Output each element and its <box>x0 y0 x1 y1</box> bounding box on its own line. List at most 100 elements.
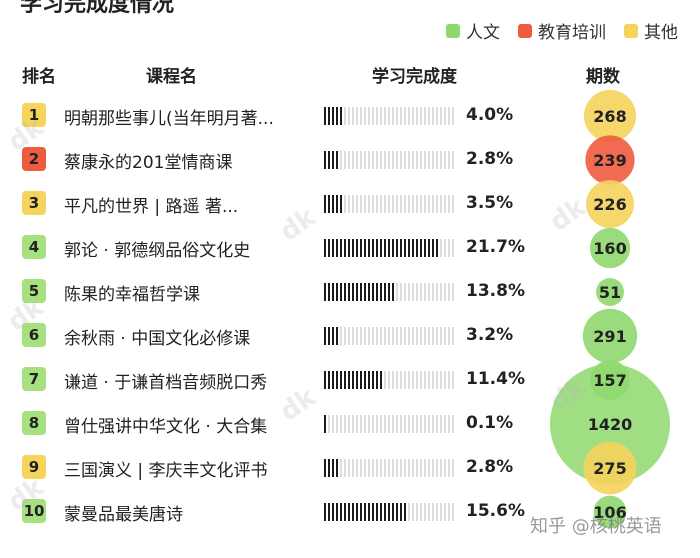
progress-tick <box>356 151 358 169</box>
progress-tick <box>432 283 434 301</box>
progress-tick <box>436 415 438 433</box>
progress-tick <box>352 459 354 477</box>
progress-tick <box>356 459 358 477</box>
progress-tick <box>424 415 426 433</box>
progress-tick <box>380 459 382 477</box>
progress-tick <box>436 151 438 169</box>
progress-tick <box>368 371 370 389</box>
legend-label-humanities: 人文 <box>466 23 500 43</box>
progress-tick <box>416 283 418 301</box>
header-episodes: 期数 <box>586 67 620 87</box>
progress-tick <box>348 371 350 389</box>
progress-tick <box>404 503 406 521</box>
progress-tick <box>440 151 442 169</box>
progress-tick <box>408 371 410 389</box>
progress-tick <box>336 503 338 521</box>
table-row: 6 余秋雨 · 中国文化必修课 3.2% <box>0 314 700 358</box>
progress-tick <box>348 151 350 169</box>
progress-tick <box>436 283 438 301</box>
progress-tick <box>364 327 366 345</box>
header-progress: 学习完成度 <box>372 67 457 87</box>
progress-tick <box>396 503 398 521</box>
legend-swatch-humanities <box>446 23 460 38</box>
progress-tick <box>416 151 418 169</box>
progress-tick <box>360 239 362 257</box>
progress-tick <box>364 459 366 477</box>
progress-tick <box>344 415 346 433</box>
progress-tick <box>380 327 382 345</box>
progress-tick <box>392 239 394 257</box>
progress-tick <box>432 107 434 125</box>
course-name: 明朝那些事儿(当年明月著... <box>64 109 274 129</box>
progress-tick <box>360 327 362 345</box>
rank-badge: 9 <box>22 455 46 479</box>
progress-tick <box>408 239 410 257</box>
progress-tick <box>444 239 446 257</box>
progress-tick <box>420 107 422 125</box>
progress-tick <box>452 371 454 389</box>
progress-tick <box>436 459 438 477</box>
episode-bubble <box>589 227 631 269</box>
progress-tick <box>400 371 402 389</box>
rank-badge: 4 <box>22 235 46 259</box>
progress-tick <box>368 107 370 125</box>
progress-tick <box>388 503 390 521</box>
progress-tick <box>416 239 418 257</box>
progress-tick <box>428 107 430 125</box>
progress-label: 2.8% <box>466 149 514 169</box>
progress-tick <box>392 415 394 433</box>
progress-tick <box>408 415 410 433</box>
progress-tick <box>452 459 454 477</box>
course-name: 谦道 · 于谦首档音频脱口秀 <box>64 373 268 393</box>
episode-bubble <box>585 135 635 185</box>
progress-tick <box>336 283 338 301</box>
progress-tick <box>348 327 350 345</box>
progress-tick <box>372 283 374 301</box>
progress-tick <box>324 459 326 477</box>
progress-bar <box>324 503 456 521</box>
progress-tick <box>364 371 366 389</box>
progress-tick <box>328 283 330 301</box>
progress-tick <box>400 107 402 125</box>
progress-tick <box>392 327 394 345</box>
progress-tick <box>440 327 442 345</box>
progress-bar <box>324 239 456 257</box>
progress-tick <box>436 327 438 345</box>
progress-tick <box>400 239 402 257</box>
table-row: 8 曾仕强讲中华文化 · 大合集 0.1% <box>0 402 700 446</box>
progress-tick <box>448 239 450 257</box>
progress-tick <box>440 371 442 389</box>
progress-tick <box>380 371 382 389</box>
progress-tick <box>376 151 378 169</box>
progress-tick <box>324 151 326 169</box>
progress-tick <box>428 459 430 477</box>
progress-tick <box>336 107 338 125</box>
progress-tick <box>440 415 442 433</box>
progress-tick <box>404 195 406 213</box>
episode-label: 1420 <box>588 415 633 434</box>
progress-tick <box>428 371 430 389</box>
progress-tick <box>428 503 430 521</box>
progress-tick <box>364 415 366 433</box>
progress-tick <box>412 107 414 125</box>
progress-tick <box>360 459 362 477</box>
progress-tick <box>380 283 382 301</box>
progress-tick <box>444 107 446 125</box>
progress-tick <box>340 327 342 345</box>
progress-tick <box>440 283 442 301</box>
progress-tick <box>376 503 378 521</box>
progress-tick <box>432 503 434 521</box>
progress-tick <box>392 459 394 477</box>
progress-tick <box>448 415 450 433</box>
progress-tick <box>404 371 406 389</box>
progress-tick <box>332 239 334 257</box>
rank-badge: 5 <box>22 279 46 303</box>
page-title-partial: 学习完成度情况 <box>20 0 175 17</box>
progress-tick <box>340 503 342 521</box>
progress-tick <box>404 239 406 257</box>
progress-tick <box>360 151 362 169</box>
progress-tick <box>424 371 426 389</box>
progress-tick <box>432 195 434 213</box>
progress-label: 11.4% <box>466 369 525 389</box>
progress-tick <box>448 503 450 521</box>
